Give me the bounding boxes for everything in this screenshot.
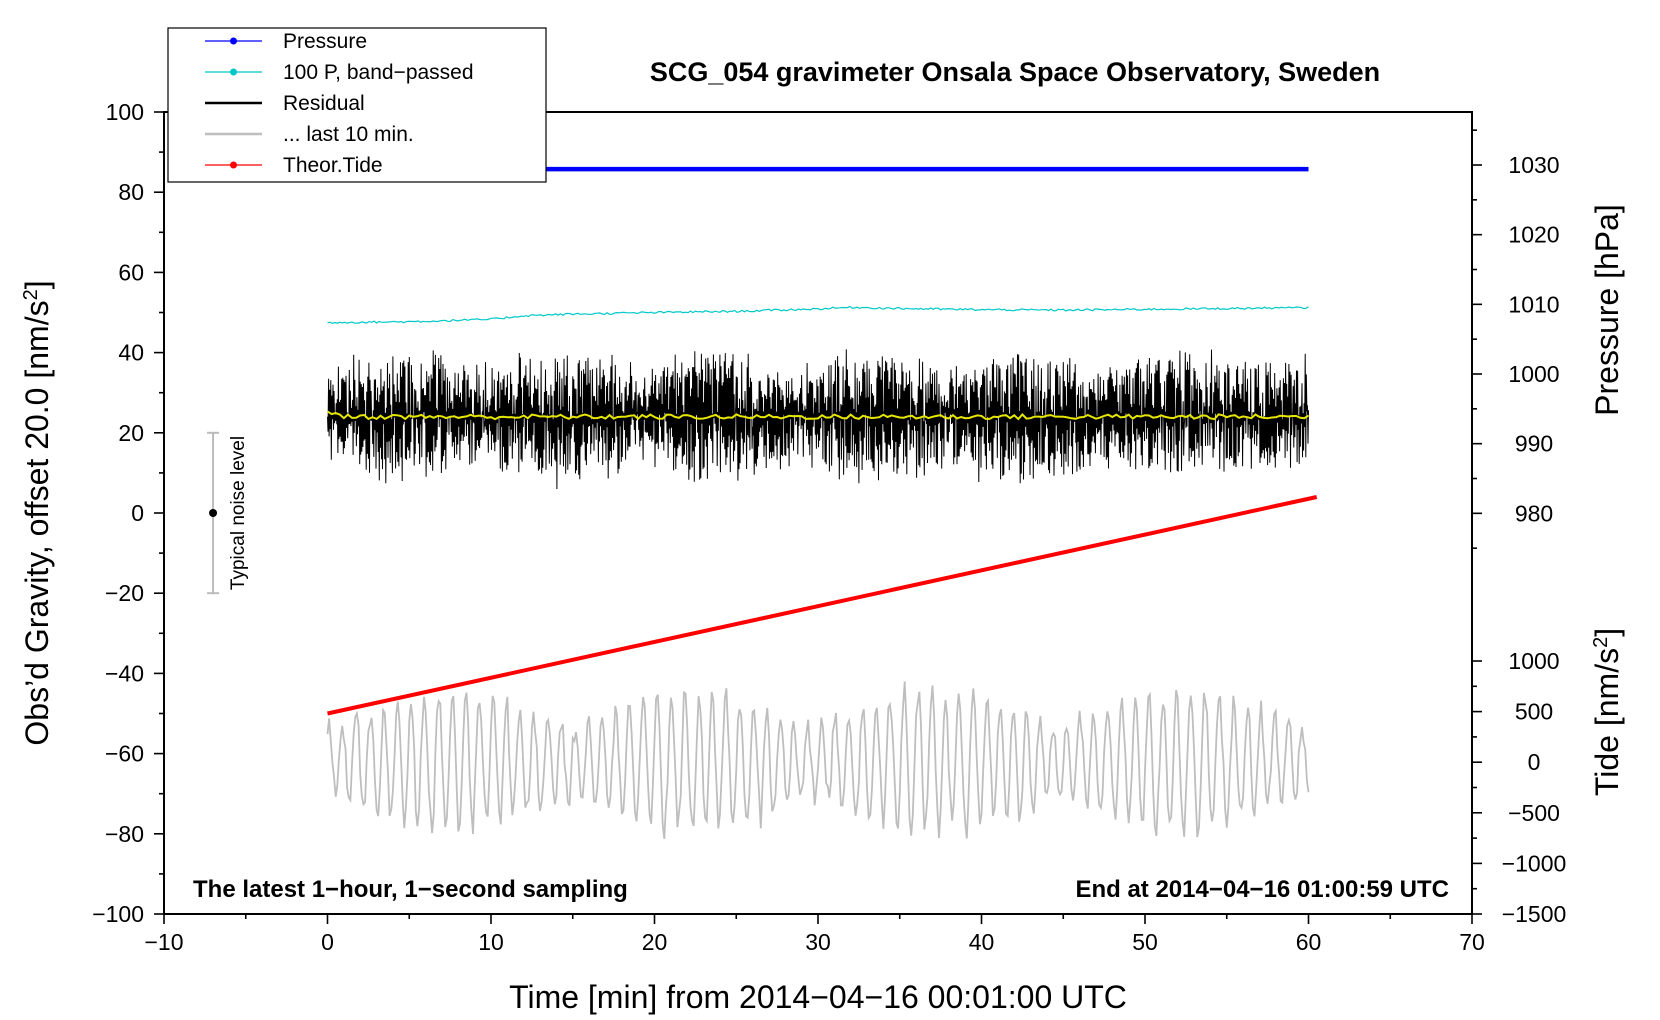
series-last-10-min — [326, 681, 1310, 839]
legend-residual-label: Residual — [283, 92, 365, 115]
y-tick-label-left: −40 — [105, 660, 144, 686]
tide-tick-label: −1000 — [1502, 850, 1567, 876]
tide-tick-label: 1000 — [1508, 648, 1559, 674]
legend: Pressure 100 P, band−passed Residual ... la… — [167, 27, 547, 183]
x-tick-label: 40 — [969, 929, 995, 955]
pressure-tick-label: 1000 — [1508, 361, 1559, 387]
tide-tick-label: 0 — [1528, 749, 1541, 775]
end-time-annotation: End at 2014−04−16 01:00:59 UTC — [1075, 876, 1449, 903]
y-tick-label-left: 0 — [131, 500, 144, 526]
y-axis-title-pressure: Pressure [hPa] — [1589, 204, 1625, 416]
legend-last-10-min-label: ... last 10 min. — [283, 123, 414, 146]
y-axis-title-tide: Tide [nm/s2] — [1589, 628, 1625, 796]
x-tick-label: 30 — [805, 929, 831, 955]
series-band-passed-pressure — [327, 305, 1309, 325]
x-tick-label: 10 — [478, 929, 504, 955]
series-theoretical-tide — [327, 495, 1318, 716]
y-tick-label-left: −80 — [105, 821, 144, 847]
tide-tick-label: 500 — [1515, 699, 1553, 725]
legend-theor-tide-marker — [230, 161, 237, 169]
pressure-tick-label: 1010 — [1508, 291, 1559, 317]
x-tick-label: 70 — [1459, 929, 1485, 955]
x-tick-label: 0 — [321, 929, 334, 955]
y-tick-label-left: −20 — [105, 580, 144, 606]
noise-level-label: Typical noise level — [228, 436, 249, 590]
noise-level-indicator: Typical noise level — [207, 431, 249, 595]
x-tick-label: 60 — [1296, 929, 1322, 955]
series-residual-smoothed — [326, 410, 1310, 421]
legend-theor-tide-label: Theor.Tide — [283, 154, 383, 177]
y-tick-label-left: 60 — [118, 259, 144, 285]
y-axis-title-left: Obs’d Gravity, offset 20.0 [nm/s2] — [19, 280, 55, 745]
noise-center-dot — [209, 509, 218, 517]
y-tick-label-left: −60 — [105, 741, 144, 767]
x-tick-label: 50 — [1132, 929, 1158, 955]
legend-pressure-marker — [230, 37, 237, 45]
x-tick-label: 20 — [642, 929, 668, 955]
pressure-tick-label: 1030 — [1508, 152, 1559, 178]
legend-pressure-label: Pressure — [283, 30, 367, 53]
tide-tick-label: −500 — [1508, 800, 1560, 826]
axes-layer: −10 0 10 20 30 40 50 60 70−100−80−60−40−20020406… — [92, 99, 1566, 955]
y-tick-label-left: 80 — [118, 179, 144, 205]
x-tick-label: −10 — [144, 929, 183, 955]
pressure-tick-label: 980 — [1515, 500, 1553, 526]
tide-tick-label: −1500 — [1502, 901, 1567, 927]
plot-frame — [163, 111, 1473, 915]
sampling-annotation: The latest 1−hour, 1−second sampling — [193, 876, 628, 903]
y-tick-label-left: −100 — [92, 901, 144, 927]
legend-box — [167, 27, 547, 183]
pressure-tick-label: 1020 — [1508, 222, 1559, 248]
legend-100-p-band-passed-label: 100 P, band−passed — [283, 61, 474, 84]
chart-title: SCG_054 gravimeter Onsala Space Observat… — [650, 57, 1380, 87]
y-tick-label-left: 100 — [106, 99, 144, 125]
x-axis-title: Time [min] from 2014−04−16 00:01:00 UTC — [509, 979, 1127, 1015]
data-layer — [326, 166, 1318, 839]
series-residual — [327, 349, 1309, 490]
y-tick-label-left: 20 — [118, 420, 144, 446]
pressure-tick-label: 990 — [1515, 431, 1553, 457]
legend-100-p-band-passed-marker — [230, 68, 237, 76]
y-tick-label-left: 40 — [118, 340, 144, 366]
